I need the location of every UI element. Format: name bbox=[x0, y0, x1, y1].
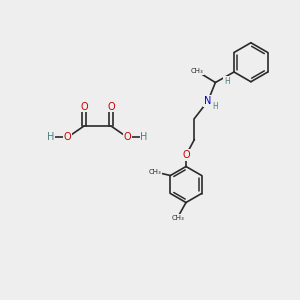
Text: CH₃: CH₃ bbox=[148, 169, 161, 175]
Text: N: N bbox=[204, 96, 211, 106]
Text: O: O bbox=[107, 101, 115, 112]
Text: O: O bbox=[182, 150, 190, 160]
Text: H: H bbox=[212, 102, 218, 111]
Text: CH₃: CH₃ bbox=[190, 68, 203, 74]
Text: H: H bbox=[140, 132, 148, 142]
Text: O: O bbox=[80, 101, 88, 112]
Text: CH₃: CH₃ bbox=[171, 214, 184, 220]
Text: H: H bbox=[224, 76, 230, 85]
Text: H: H bbox=[47, 132, 55, 142]
Text: O: O bbox=[124, 132, 131, 142]
Text: O: O bbox=[64, 132, 71, 142]
